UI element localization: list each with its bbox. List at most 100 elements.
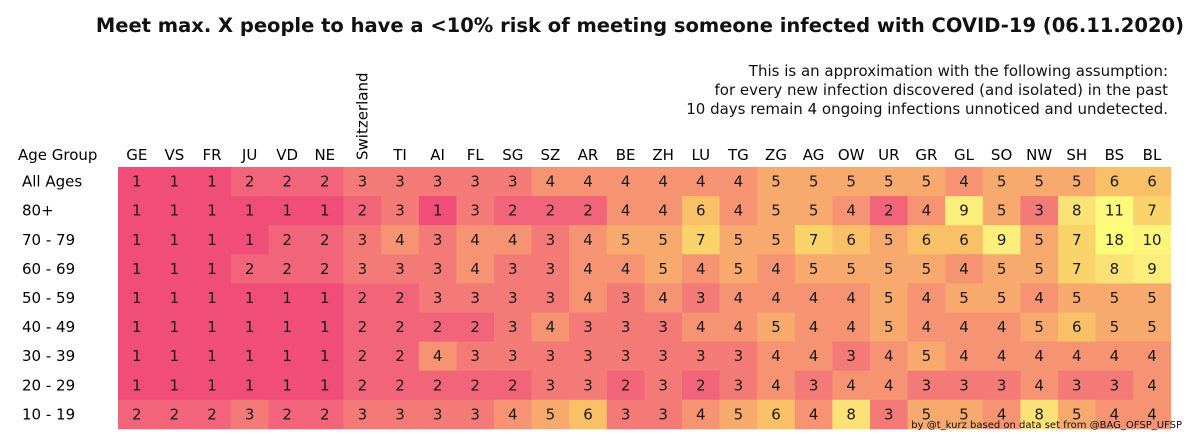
heatmap-cell [418,196,457,226]
cell-value-label: 5 [1110,289,1120,307]
cell-value-label: 4 [583,173,593,191]
column-label-zg: ZG [765,146,787,164]
column-label-sh: SH [1066,146,1087,164]
cell-value-label: 3 [358,405,368,423]
cell-value-label: 2 [884,202,894,220]
heatmap-cell [531,370,570,401]
cell-value-label: 2 [245,260,255,278]
heatmap-cell [193,312,232,342]
heatmap-cell [569,341,608,372]
heatmap-cell [832,225,871,255]
heatmap-cell [606,254,645,284]
heatmap-cell [531,283,570,313]
heatmap-cell [494,254,532,284]
cell-value-label: 3 [508,289,518,307]
heatmap-cell [494,312,532,342]
cell-value-label: 5 [734,260,744,278]
cell-value-label: 1 [282,347,292,365]
cell-value-label: 5 [734,231,744,249]
heatmap-cell [1095,399,1134,430]
heatmap-cell [381,225,420,255]
cell-value-label: 3 [508,347,518,365]
heatmap-cell [230,312,269,342]
heatmap-cell [982,312,1021,342]
heatmap-cell [1020,167,1059,197]
heatmap-cell [907,370,946,401]
heatmap-cell [1058,283,1096,313]
cell-value-label: 2 [282,173,292,191]
cell-value-label: 3 [583,318,593,336]
cell-value-label: 3 [621,405,631,423]
cell-value-label: 5 [734,405,744,423]
cell-value-label: 7 [696,231,706,249]
heatmap-cell [230,370,269,401]
cell-value-label: 1 [282,202,292,220]
cell-value-label: 5 [922,347,932,365]
cell-value-label: 18 [1105,231,1124,249]
heatmap-cell [418,399,457,430]
heatmap-cell [531,312,570,342]
heatmap-cell [945,196,984,226]
heatmap-cell [1020,225,1059,255]
cell-value-label: 4 [771,347,781,365]
cell-value-label: 3 [433,231,443,249]
cell-value-label: 4 [959,347,969,365]
heatmap-cell [870,254,908,284]
cell-value-label: 1 [170,231,180,249]
row-label: 50 - 59 [22,289,75,307]
cell-value-label: 5 [771,318,781,336]
cell-value-label: 5 [771,202,781,220]
cell-value-label: 3 [395,173,405,191]
cell-value-label: 2 [358,289,368,307]
cell-value-label: 3 [508,260,518,278]
heatmap-cell [569,254,608,284]
cell-value-label: 4 [583,289,593,307]
cell-value-label: 4 [696,260,706,278]
cell-value-label: 4 [1147,347,1157,365]
cell-value-label: 5 [1072,405,1082,423]
column-label-vd: VD [276,146,298,164]
cell-value-label: 3 [922,376,932,394]
heatmap-cell [757,283,796,313]
cell-value-label: 1 [132,347,142,365]
heatmap-cell [1095,312,1134,342]
cell-value-label: 4 [658,289,668,307]
cell-value-label: 5 [1147,289,1157,307]
cell-value-label: 3 [658,405,668,423]
heatmap-cell [682,167,720,197]
cell-value-label: 1 [245,347,255,365]
heatmap-cell [193,370,232,401]
cell-value-label: 1 [132,260,142,278]
cell-value-label: 1 [245,376,255,394]
heatmap-cell [531,341,570,372]
heatmap-cell [1020,370,1059,401]
heatmap-cell [230,196,269,226]
column-label-ge: GE [126,146,147,164]
heatmap-cell [794,370,833,401]
heatmap-cell [343,399,382,430]
heatmap-cell [343,225,382,255]
cell-value-label: 1 [320,376,330,394]
heatmap-cell [1020,341,1059,372]
heatmap-cell [832,370,871,401]
cell-value-label: 3 [1110,376,1120,394]
cell-value-label: 3 [433,289,443,307]
cell-value-label: 4 [771,260,781,278]
cell-value-label: 5 [997,289,1007,307]
cell-value-label: 9 [1147,260,1157,278]
cell-value-label: 5 [884,289,894,307]
heatmap-cell [456,283,495,313]
cell-value-label: 2 [508,376,518,394]
column-label-ti: TI [392,146,407,164]
heatmap-cell [155,167,194,197]
heatmap-cell [418,312,457,342]
cell-value-label: 4 [884,347,894,365]
heatmap-cell [945,283,984,313]
heatmap-cell [1095,167,1134,197]
heatmap-cell [644,399,683,430]
heatmap-cell [1133,399,1172,430]
cell-value-label: 1 [207,347,217,365]
heatmap-cell [719,312,758,342]
cell-value-label: 5 [1034,173,1044,191]
cell-value-label: 2 [282,260,292,278]
